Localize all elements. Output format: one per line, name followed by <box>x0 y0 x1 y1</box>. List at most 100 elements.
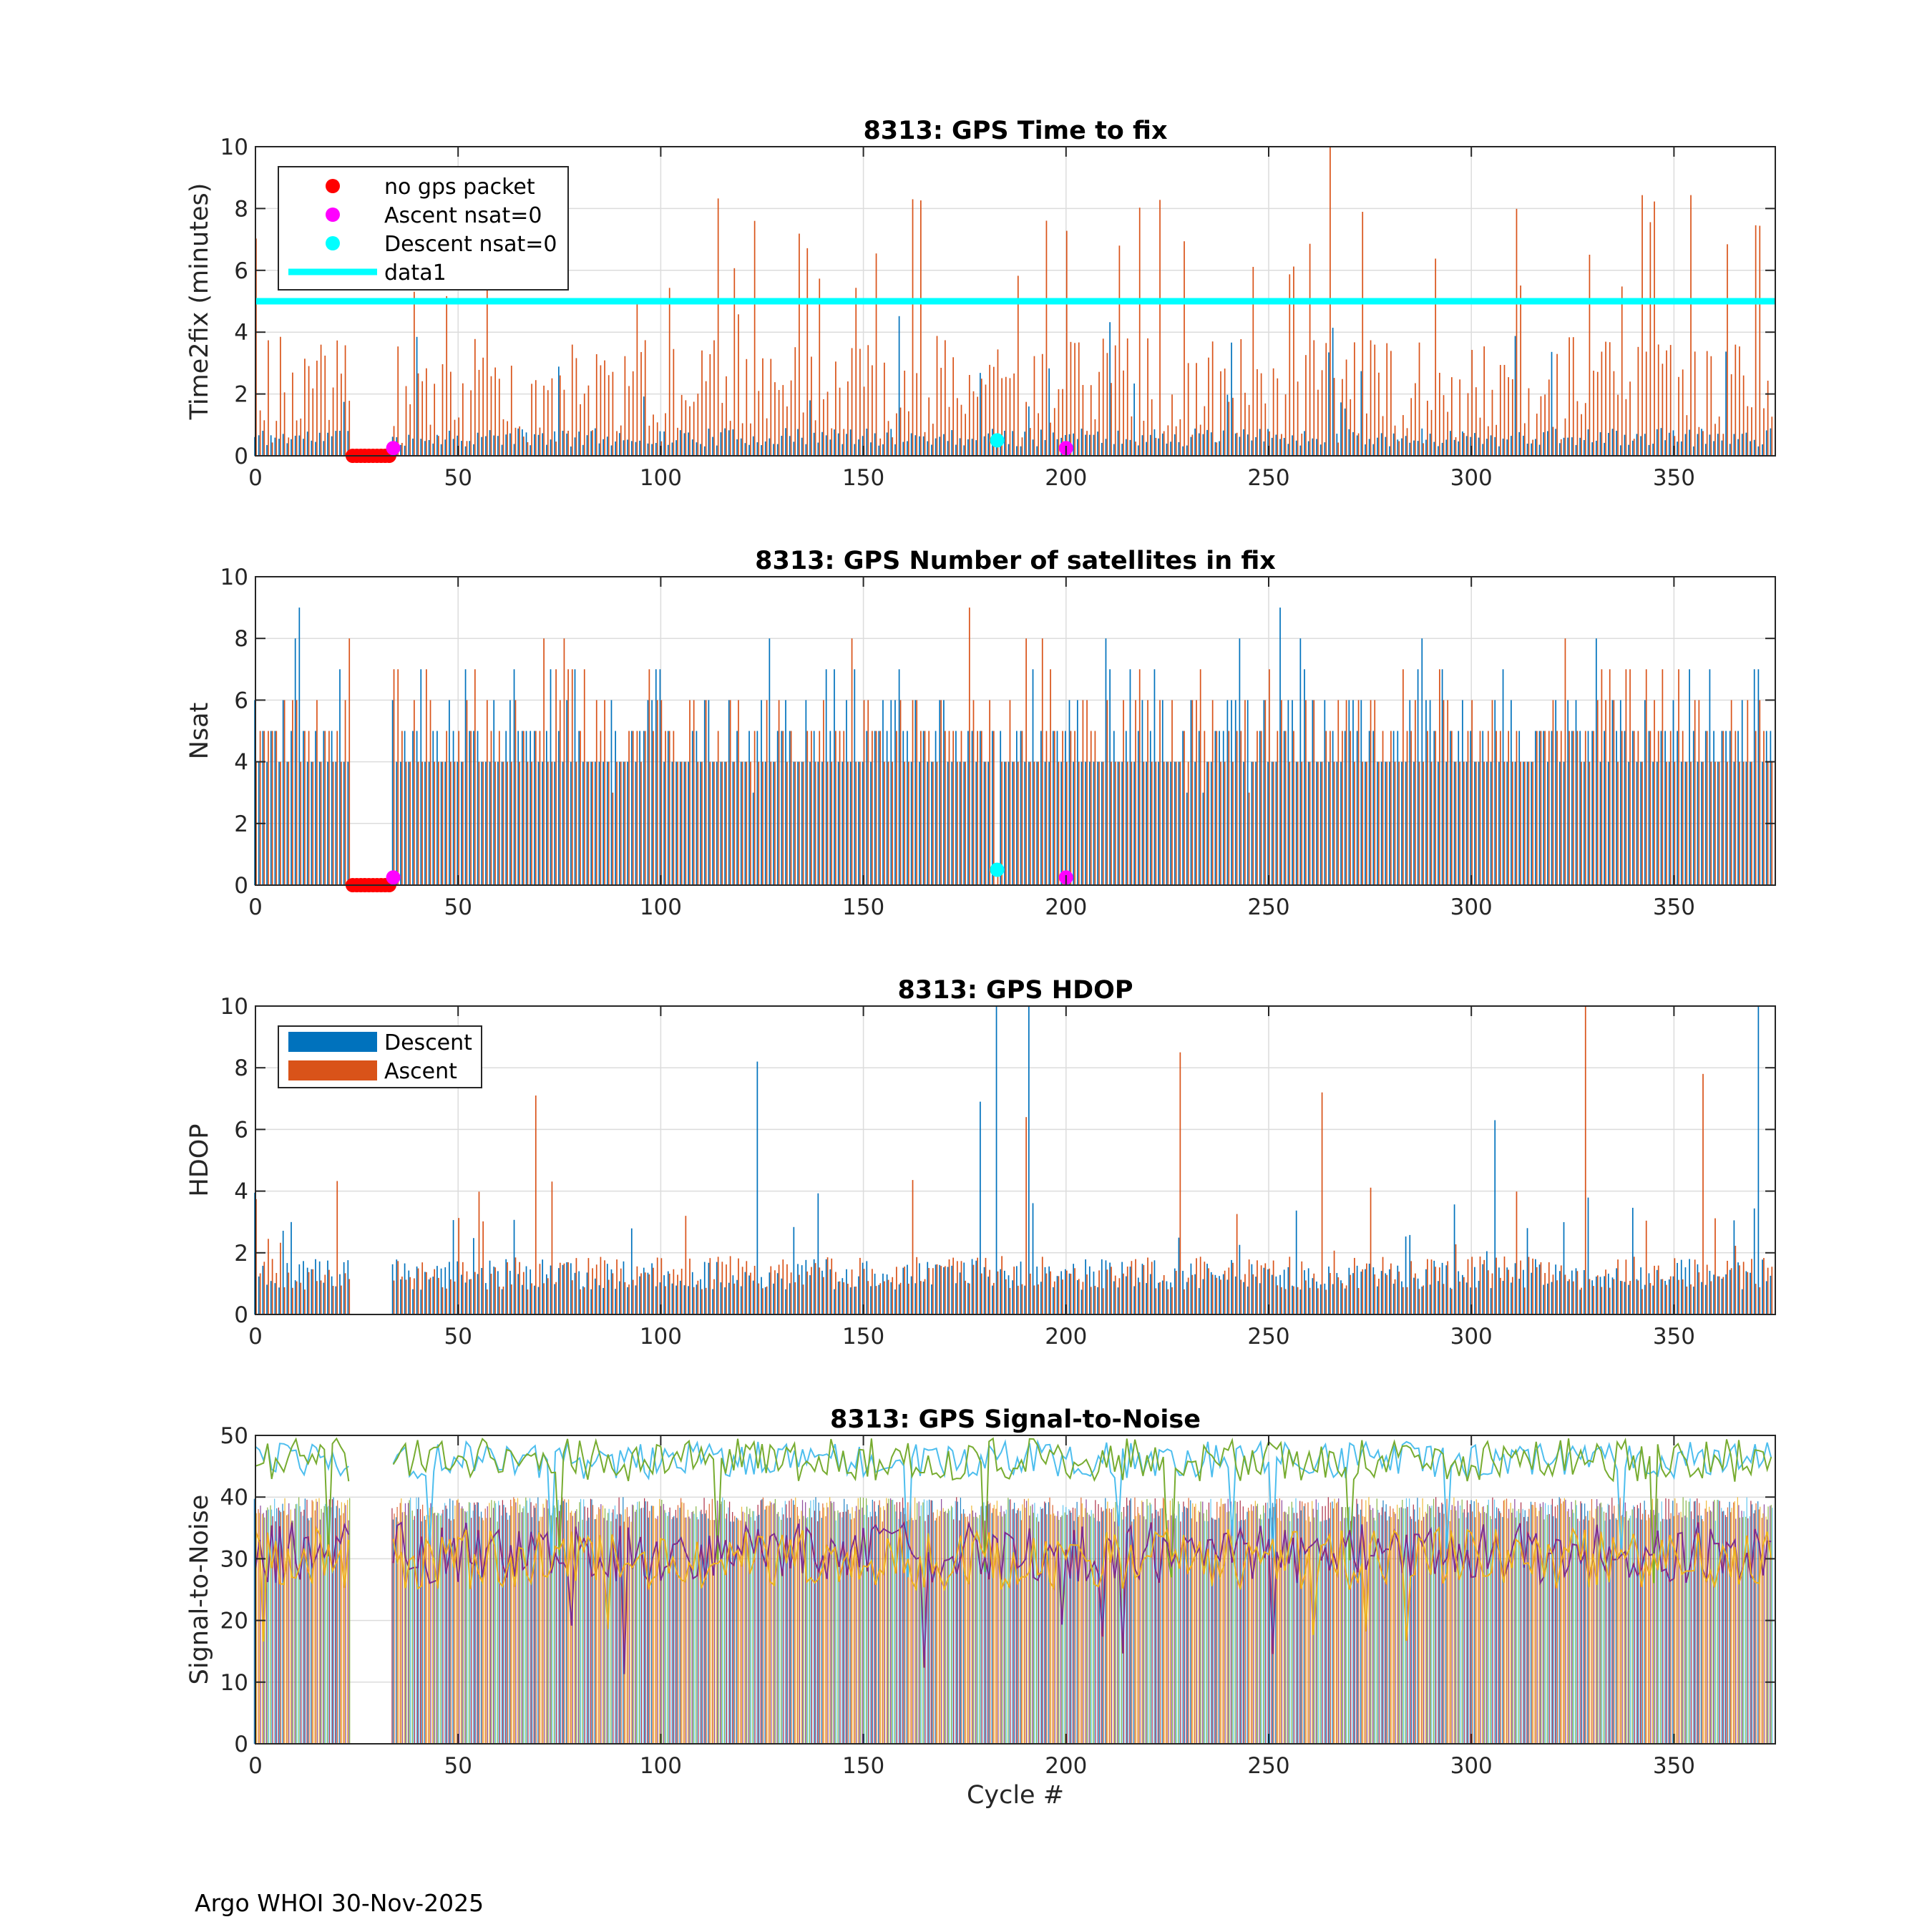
bar-ascent <box>648 425 650 456</box>
bar-ascent <box>1657 1265 1659 1314</box>
snr-bar <box>1244 1519 1246 1744</box>
bar-descent <box>736 1279 738 1314</box>
bar-descent <box>1551 731 1553 885</box>
bar-descent <box>1413 440 1415 456</box>
bar-ascent <box>482 761 484 885</box>
bar-ascent <box>1305 700 1307 885</box>
bar-descent <box>550 439 552 456</box>
bar-ascent <box>527 1289 529 1314</box>
x-tick-label: 350 <box>1653 1324 1695 1350</box>
bar-descent <box>1056 439 1058 456</box>
bar-ascent <box>1678 376 1679 456</box>
bar-descent <box>951 1265 953 1314</box>
snr-bar <box>723 1500 726 1744</box>
bar-descent <box>1137 731 1139 885</box>
bar-descent <box>1656 429 1658 456</box>
snr-bar <box>849 1513 851 1744</box>
bar-ascent <box>1617 761 1619 885</box>
snr-bar <box>487 1506 488 1744</box>
bar-descent <box>545 731 547 885</box>
snr-bar <box>910 1499 912 1744</box>
bar-descent <box>947 1267 949 1314</box>
bar-descent <box>1599 761 1601 885</box>
bar-descent <box>1295 761 1297 885</box>
y-tick-label: 0 <box>234 1302 248 1328</box>
snr-bar <box>962 1509 965 1744</box>
bar-ascent <box>1370 700 1372 885</box>
axes-box <box>255 1435 1776 1745</box>
bar-descent <box>854 1287 856 1314</box>
snr-bar <box>1694 1501 1696 1744</box>
snr-bar <box>349 1498 351 1744</box>
bar-ascent <box>1078 342 1080 456</box>
snr-bar <box>888 1498 889 1744</box>
bar-ascent <box>1147 1257 1148 1314</box>
snr-bar <box>545 1498 547 1744</box>
bar-descent <box>428 1279 430 1314</box>
bar-ascent <box>1005 1279 1007 1314</box>
bar-ascent <box>1629 669 1631 885</box>
bar-descent <box>1088 434 1091 456</box>
bar-ascent <box>1520 761 1521 885</box>
snr-series-line-2 <box>255 1437 350 1557</box>
snr-bar <box>1357 1503 1359 1744</box>
bar-descent <box>675 440 677 456</box>
bar-descent <box>582 444 584 456</box>
bar-ascent <box>717 731 719 885</box>
bar-ascent <box>1572 1281 1574 1314</box>
bar-descent <box>724 761 726 885</box>
bar-descent <box>736 731 738 885</box>
bar-ascent <box>875 731 877 885</box>
bar-ascent <box>965 1280 967 1314</box>
bar-descent <box>1433 731 1435 885</box>
bar-descent <box>1555 1264 1557 1314</box>
snr-bar <box>691 1512 693 1744</box>
bar-descent <box>1478 1280 1480 1314</box>
snr-bar <box>854 1511 856 1744</box>
snr-bar <box>294 1508 296 1744</box>
bar-descent <box>922 731 924 885</box>
snr-bar <box>591 1499 592 1744</box>
bar-descent <box>1328 1266 1330 1314</box>
bar-descent <box>1125 1276 1127 1314</box>
bar-descent <box>882 700 884 885</box>
bar-ascent <box>944 1266 946 1314</box>
bar-ascent <box>1086 700 1088 885</box>
snr-bar <box>1114 1521 1116 1744</box>
bar-ascent <box>819 1267 821 1314</box>
bar-descent <box>1538 1264 1541 1314</box>
bar-descent <box>274 437 276 456</box>
bar-ascent <box>1455 761 1457 885</box>
snr-bar <box>482 1520 484 1744</box>
bar-descent <box>464 446 467 456</box>
bar-ascent <box>507 421 508 456</box>
bar-descent <box>776 444 779 456</box>
bar-descent <box>594 428 596 456</box>
snr-bar <box>1441 1503 1443 1744</box>
bar-ascent <box>717 1257 719 1314</box>
bar-descent <box>1538 731 1541 885</box>
bar-ascent <box>449 1279 452 1314</box>
bar-descent <box>1048 1266 1050 1314</box>
bar-ascent <box>790 380 792 456</box>
bar-ascent <box>1184 1289 1185 1314</box>
bar-ascent <box>920 200 922 456</box>
bar-ascent <box>1536 1267 1538 1314</box>
bar-descent <box>1624 1282 1626 1314</box>
bar-descent <box>1713 731 1714 885</box>
bar-ascent <box>462 383 464 456</box>
bar-descent <box>1745 1271 1747 1314</box>
bar-ascent <box>1605 700 1606 885</box>
bar-ascent <box>1317 1288 1319 1314</box>
bar-descent <box>509 700 511 885</box>
snr-bar <box>675 1510 677 1744</box>
bar-descent <box>610 1269 613 1314</box>
bar-ascent <box>1102 338 1104 456</box>
snr-bar <box>1657 1498 1659 1744</box>
bar-descent <box>1170 1282 1171 1314</box>
bar-ascent <box>1609 1287 1611 1314</box>
snr-bar <box>761 1499 763 1744</box>
bar-ascent <box>778 390 780 456</box>
bar-ascent <box>275 421 278 456</box>
bar-descent <box>347 761 349 885</box>
